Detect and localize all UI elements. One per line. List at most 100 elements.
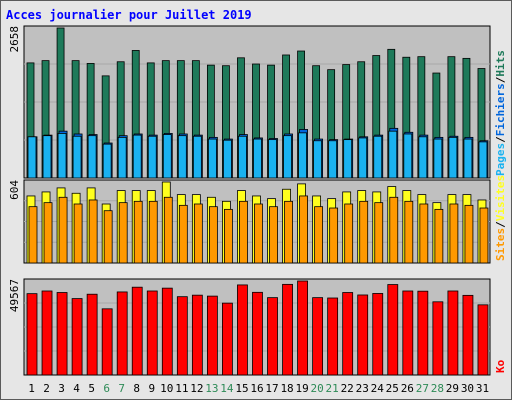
bar-pages (238, 135, 247, 179)
bar-pages (313, 140, 323, 179)
bar-kb (477, 304, 489, 376)
bar-pages (177, 135, 187, 179)
x-tick-label: 21 (326, 382, 339, 395)
bar-pages (72, 135, 82, 179)
bar-sites (28, 206, 38, 264)
bar-pages (463, 138, 473, 179)
bar-kb (327, 297, 339, 376)
bar-pages (253, 138, 262, 179)
legend-entry: Visites (494, 175, 507, 221)
bar-sites (239, 200, 248, 264)
bar-kb (26, 293, 38, 376)
x-tick-label: 13 (205, 382, 218, 395)
x-tick-label: 7 (118, 382, 125, 395)
bar-sites (224, 208, 233, 264)
bar-pages (268, 139, 277, 179)
x-tick-label: 28 (431, 382, 444, 395)
bar-sites (178, 204, 188, 264)
bar-sites (88, 199, 98, 264)
bar-kb (282, 283, 293, 376)
x-axis-day-labels: 1 2 3 4 5 6 7 8 9 10 11 12 13 14 15 16 17 18 19 20 21 22 23 24 2… (28, 382, 489, 395)
bar-pages (298, 132, 307, 179)
bar-kb (71, 298, 83, 376)
bar-sites (449, 203, 459, 264)
bar-sites (374, 202, 384, 264)
bar-sites (58, 196, 68, 264)
bar-kb (252, 291, 263, 376)
x-tick-label: 2 (43, 382, 50, 395)
bar-pages (283, 135, 292, 179)
x-tick-label: 29 (446, 382, 459, 395)
bar-sites (43, 202, 53, 264)
bar-pages (478, 141, 488, 179)
bar-pages (433, 138, 443, 179)
bar-pages (418, 136, 428, 179)
bar-kb (267, 297, 278, 376)
legend-entry: Ko (494, 359, 507, 373)
bar-kb (191, 294, 203, 376)
bar-kb (342, 292, 354, 376)
x-tick-label: 16 (250, 382, 263, 395)
bar-pages (358, 137, 368, 179)
x-tick-label: 3 (58, 382, 65, 395)
bar-kb (447, 290, 459, 376)
legend: Ko (494, 359, 507, 373)
x-tick-label: 19 (295, 382, 308, 395)
x-tick-label: 18 (280, 382, 293, 395)
bar-pages (162, 134, 172, 179)
x-tick-label: 20 (311, 382, 324, 395)
bar-pages (448, 136, 458, 179)
bar-sites (314, 206, 324, 264)
bar-pages (207, 138, 217, 179)
bar-kb (161, 287, 173, 376)
x-tick-label: 1 (28, 382, 35, 395)
bar-sites (118, 202, 128, 264)
x-tick-label: 10 (160, 382, 173, 395)
bar-pages (388, 130, 398, 179)
bar-sites (389, 196, 399, 264)
bar-pages (403, 133, 413, 179)
x-tick-label: 4 (73, 382, 80, 395)
bar-pages (27, 136, 37, 179)
chart-title: Acces journalier pour Juillet 2019 (6, 8, 252, 22)
y-axis-max-label: 2658 (8, 26, 21, 53)
legend-entry: / (494, 221, 507, 228)
bar-pages (223, 139, 232, 179)
bar-kb (417, 290, 429, 376)
bar-kb (222, 302, 233, 376)
x-tick-label: 15 (235, 382, 248, 395)
bar-sites (193, 203, 203, 264)
bar-sites (208, 206, 218, 264)
bar-kb (41, 290, 53, 376)
bar-kb (176, 296, 188, 376)
x-tick-label: 26 (401, 382, 414, 395)
chart-panels: 2658Pages/Fichiers/Hits604Sites/Visites4… (8, 25, 507, 376)
bar-pages (147, 135, 157, 179)
bar-kb (101, 308, 113, 376)
bar-sites (434, 208, 444, 264)
bar-kb (402, 290, 414, 376)
legend: Sites/Visites (494, 175, 507, 261)
bar-sites (73, 203, 83, 264)
bar-sites (359, 200, 369, 264)
bar-kb (432, 301, 444, 376)
x-tick-label: 5 (88, 382, 95, 395)
x-tick-label: 30 (461, 382, 474, 395)
bar-sites (479, 207, 489, 264)
x-tick-label: 25 (386, 382, 399, 395)
bar-sites (344, 203, 354, 264)
bar-kb (56, 292, 68, 376)
bar-sites (254, 203, 263, 264)
x-tick-label: 14 (220, 382, 234, 395)
x-tick-label: 6 (103, 382, 110, 395)
x-tick-label: 9 (148, 382, 155, 395)
bar-kb (387, 284, 399, 376)
bar-sites (133, 200, 143, 264)
bar-sites (103, 210, 113, 264)
x-tick-label: 27 (416, 382, 429, 395)
bar-sites (419, 203, 429, 264)
bar-pages (42, 135, 52, 179)
bar-kb (462, 294, 474, 376)
